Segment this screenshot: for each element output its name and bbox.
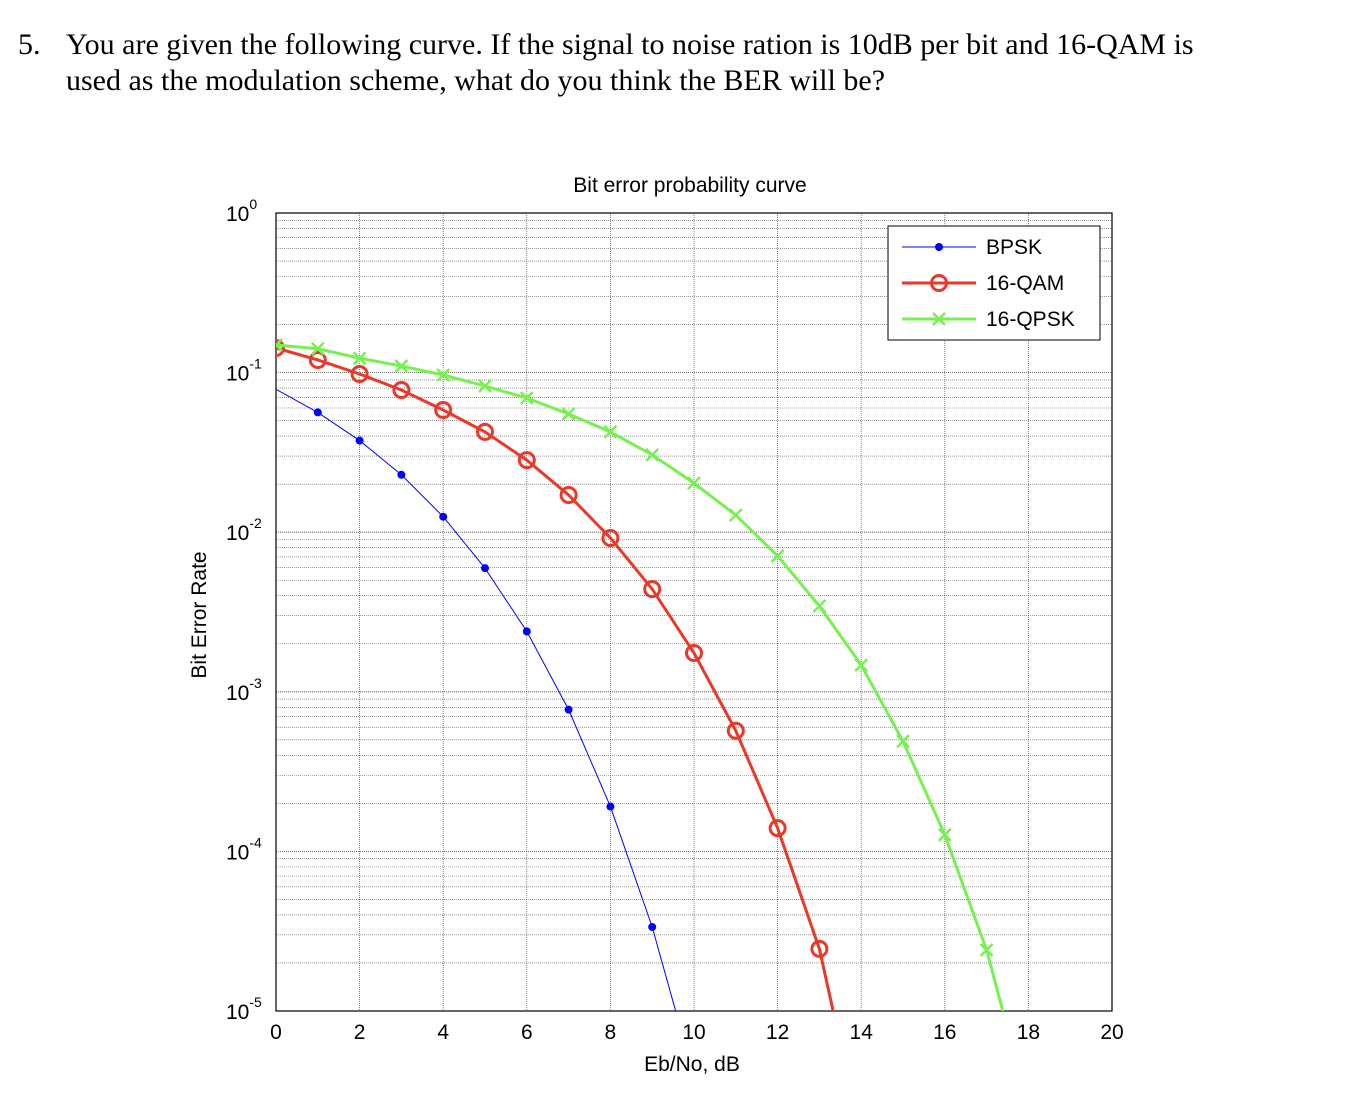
x-tick-label: 6: [521, 1021, 533, 1044]
plot-frame: [275, 212, 1113, 1012]
marker: [276, 339, 285, 358]
legend-marker: [935, 243, 943, 251]
marker: [522, 627, 531, 636]
tick-base: 10: [226, 522, 249, 545]
legend-marker: [932, 312, 946, 326]
marker: [896, 734, 910, 749]
tick-base: 10: [226, 682, 249, 705]
legend-marker: [930, 274, 948, 292]
marker: [643, 580, 662, 599]
y-axis-label: Bit Error Rate: [188, 551, 211, 678]
marker: [394, 359, 409, 373]
marker: [561, 407, 576, 421]
x-tick-label: 10: [682, 1021, 705, 1044]
marker: [439, 512, 448, 521]
x-tick-label: 16: [933, 1021, 956, 1044]
marker: [768, 819, 787, 838]
marker: [812, 599, 827, 613]
y-tick-label: 10-5: [226, 994, 262, 1024]
tick-base: 10: [226, 841, 249, 864]
tick-exponent: -1: [249, 356, 262, 372]
marker: [276, 338, 283, 352]
marker: [310, 341, 325, 356]
x-tick-label: 8: [605, 1021, 617, 1044]
tick-base: 10: [226, 203, 249, 226]
marker: [481, 564, 489, 573]
marker: [564, 705, 573, 714]
marker: [606, 802, 615, 811]
marker: [434, 400, 453, 419]
question-line: used as the modulation scheme, what do y…: [66, 64, 886, 97]
x-tick-label: 18: [1017, 1021, 1040, 1044]
x-tick-label: 12: [766, 1021, 789, 1044]
marker: [937, 827, 952, 842]
y-tick-label: 10-2: [226, 515, 262, 545]
marker: [517, 451, 536, 470]
x-tick-label: 0: [270, 1021, 282, 1044]
marker: [645, 448, 660, 462]
x-axis-label: Eb/No, dB: [644, 1053, 740, 1076]
marker: [436, 368, 451, 382]
marker: [313, 408, 322, 417]
marker: [478, 379, 492, 393]
marker: [648, 922, 657, 931]
chart-title: Bit error probability curve: [573, 174, 806, 197]
marker: [350, 365, 369, 384]
x-tick-label: 4: [437, 1021, 449, 1044]
marker: [392, 380, 411, 399]
series-line: [276, 343, 1005, 1011]
marker: [519, 391, 534, 405]
marker: [601, 528, 620, 547]
marker: [770, 549, 785, 563]
plot-area: [276, 338, 1005, 1011]
tick-base: 10: [226, 363, 249, 386]
marker: [728, 508, 743, 522]
marker: [308, 350, 327, 369]
x-tick-label: 14: [850, 1021, 874, 1044]
question-number: 5.: [18, 28, 41, 61]
legend-label: 16-QAM: [986, 272, 1064, 295]
y-tick-label: 10-3: [226, 675, 262, 705]
marker: [352, 351, 367, 366]
y-tick-label: 10-4: [226, 834, 262, 864]
marker: [397, 470, 406, 479]
tick-exponent: 0: [249, 196, 257, 212]
tick-exponent: -3: [249, 675, 262, 691]
marker: [810, 939, 829, 958]
series-line: [276, 346, 835, 1011]
marker: [726, 721, 745, 740]
marker: [979, 943, 994, 957]
marker: [687, 476, 701, 491]
marker: [559, 486, 578, 505]
marker: [476, 422, 494, 441]
tick-exponent: -2: [249, 515, 262, 531]
tick-base: 10: [226, 1001, 249, 1024]
series-line: [276, 388, 677, 1011]
x-tick-label: 2: [354, 1021, 366, 1044]
legend-label: BPSK: [986, 236, 1042, 259]
legend-label: 16-QPSK: [986, 308, 1075, 331]
tick-exponent: -4: [249, 834, 262, 850]
question-line: You are given the following curve. If th…: [66, 28, 1194, 61]
marker: [854, 658, 869, 672]
marker: [355, 436, 364, 445]
y-tick-label: 10-1: [226, 356, 262, 386]
x-tick-label: 20: [1100, 1021, 1123, 1044]
tick-exponent: -5: [249, 994, 262, 1010]
marker: [603, 425, 618, 439]
marker: [685, 644, 703, 663]
y-tick-label: 100: [226, 196, 257, 226]
